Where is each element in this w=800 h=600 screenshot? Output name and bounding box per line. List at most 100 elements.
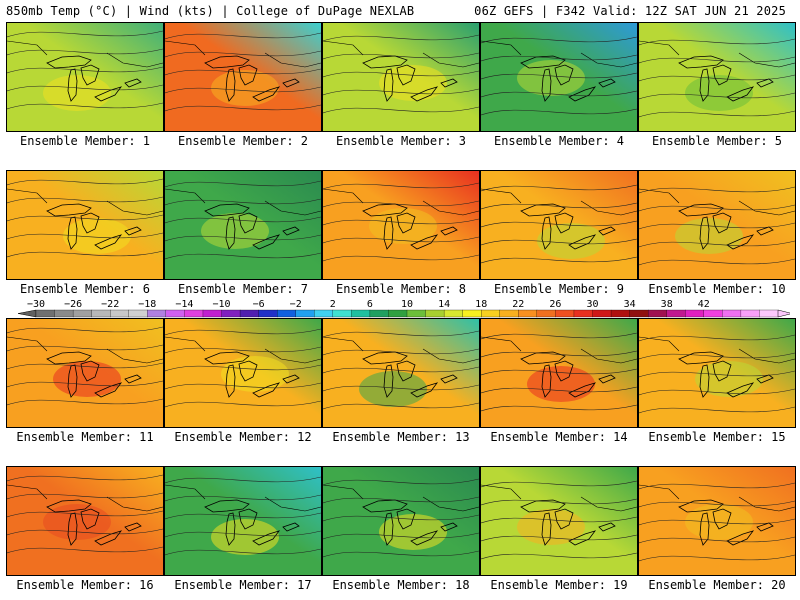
temperature-region	[695, 361, 763, 397]
height-contour	[7, 492, 163, 500]
lake-outline	[46, 203, 92, 217]
lake-outline	[94, 234, 123, 250]
temperature-region	[63, 218, 131, 254]
lake-outline	[699, 216, 710, 250]
height-contour	[481, 480, 637, 488]
lake-outline	[94, 382, 123, 398]
height-contour	[7, 474, 163, 482]
height-contour	[639, 536, 795, 544]
colorbar-tick-label: 18	[475, 299, 487, 310]
lake-outline	[756, 374, 774, 384]
lake-outline	[598, 522, 616, 532]
lake-outline	[726, 234, 755, 250]
colorbar-tick-label: −14	[175, 299, 193, 310]
colorbar-tick-label: −22	[101, 299, 119, 310]
colorbar-swatch	[610, 309, 631, 318]
lake-outline	[80, 360, 100, 382]
lake-outline	[410, 234, 439, 250]
member-map	[480, 318, 638, 428]
ensemble-member-panel: Ensemble Member: 4	[480, 22, 638, 148]
ensemble-member-panel: Ensemble Member: 16	[6, 466, 164, 592]
height-contour	[7, 326, 163, 334]
lake-outline	[80, 212, 100, 234]
height-contour	[7, 84, 163, 92]
height-contour	[7, 398, 163, 406]
colorbar-swatch	[518, 309, 538, 318]
height-contour	[639, 334, 795, 342]
lake-outline	[726, 86, 755, 102]
temperature-region	[43, 75, 111, 111]
height-contour	[7, 30, 163, 38]
height-contour	[639, 204, 795, 212]
colorbar-swatch	[72, 309, 93, 318]
height-contour	[481, 368, 637, 376]
member-map	[322, 318, 480, 428]
ensemble-member-panel: Ensemble Member: 2	[164, 22, 322, 148]
colorbar-swatch	[703, 309, 723, 318]
height-contour	[481, 498, 637, 506]
ensemble-member-panel: Ensemble Member: 6	[6, 170, 164, 296]
lake-outline	[204, 499, 250, 513]
ensemble-member-label: Ensemble Member: 15	[648, 430, 786, 444]
colorbar-swatch	[202, 309, 222, 318]
lake-outline	[204, 203, 250, 217]
lake-outline	[440, 374, 458, 384]
ensemble-member-panel: Ensemble Member: 18	[322, 466, 480, 592]
height-contour	[481, 256, 637, 264]
lake-outline	[383, 68, 394, 102]
lake-outline	[541, 68, 552, 102]
member-map	[638, 22, 796, 132]
height-contour	[639, 92, 795, 100]
temperature-region	[537, 223, 605, 259]
height-contour	[323, 88, 479, 96]
height-contour	[165, 364, 321, 372]
ensemble-member-panel: Ensemble Member: 17	[164, 466, 322, 592]
height-contour	[639, 38, 795, 46]
lake-outline	[756, 226, 774, 236]
colorbar-swatch	[276, 309, 297, 318]
lake-outline	[46, 55, 92, 69]
height-contour	[481, 184, 637, 192]
ensemble-member-panel: Ensemble Member: 11	[6, 318, 164, 444]
height-contour	[639, 370, 795, 378]
lake-outline	[756, 78, 774, 88]
colorbar-swatch	[147, 309, 167, 318]
lake-outline	[225, 68, 236, 102]
lake-outline	[756, 522, 774, 532]
lake-outline	[440, 78, 458, 88]
height-contour	[165, 328, 321, 336]
ensemble-member-label: Ensemble Member: 14	[490, 430, 628, 444]
ensemble-member-label: Ensemble Member: 16	[16, 578, 154, 592]
height-contour	[323, 402, 479, 410]
ensemble-member-label: Ensemble Member: 13	[332, 430, 470, 444]
temperature-region	[379, 65, 447, 101]
height-contour	[7, 380, 163, 388]
height-contour	[165, 234, 321, 242]
border-line	[7, 336, 163, 364]
height-contour	[481, 108, 637, 116]
height-contour	[639, 388, 795, 396]
ensemble-member-label: Ensemble Member: 4	[493, 134, 625, 148]
lake-outline	[383, 512, 394, 546]
lake-outline	[726, 382, 755, 398]
member-map	[6, 22, 164, 132]
height-contour	[7, 196, 163, 204]
lake-outline	[238, 64, 258, 86]
lake-outline	[362, 351, 408, 365]
height-contour	[7, 48, 163, 56]
lake-outline	[362, 499, 408, 513]
lake-outline	[124, 374, 142, 384]
lake-outline	[124, 226, 142, 236]
lake-outline	[124, 78, 142, 88]
lake-outline	[598, 226, 616, 236]
ensemble-member-panel: Ensemble Member: 20	[638, 466, 796, 592]
lake-outline	[225, 364, 236, 398]
height-contour	[7, 344, 163, 352]
member-map	[6, 318, 164, 428]
member-map	[6, 466, 164, 576]
colorbar-high-arrow	[777, 309, 790, 318]
height-contour	[481, 534, 637, 542]
colorbar-swatch	[685, 309, 705, 318]
lake-outline	[598, 78, 616, 88]
temperature-region	[211, 70, 279, 106]
